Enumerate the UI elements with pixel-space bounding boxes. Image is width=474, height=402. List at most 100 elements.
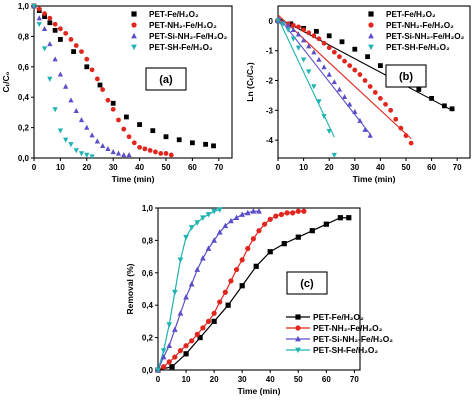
data-point: [147, 148, 153, 153]
data-point: [211, 143, 216, 149]
data-point: [52, 21, 58, 27]
data-point: [89, 154, 95, 160]
data-point: [142, 146, 148, 152]
data-point: [290, 22, 296, 28]
data-point: [321, 40, 327, 46]
data-point: [300, 57, 307, 63]
y-tick-label: 0,8: [18, 32, 30, 41]
plot-frame: [157, 207, 361, 371]
data-point: [321, 64, 327, 70]
data-point: [408, 140, 414, 146]
data-point: [211, 318, 217, 324]
data-point: [194, 220, 201, 226]
data-point: [216, 207, 223, 213]
data-point: [166, 359, 172, 365]
data-point: [169, 364, 175, 370]
data-point: [262, 221, 268, 227]
legend-marker: [368, 44, 374, 51]
data-point: [68, 97, 74, 103]
data-point: [357, 72, 363, 77]
data-point: [57, 128, 64, 134]
data-point: [63, 83, 69, 89]
legend-label: PET-Si-NH₂-Fe/H₂O₂: [149, 32, 228, 41]
x-tick-label: 30: [238, 375, 247, 384]
data-point: [388, 107, 394, 113]
data-point: [306, 30, 312, 36]
legend-marker: [131, 22, 137, 28]
data-point: [160, 353, 167, 360]
panel-tag-label: (c): [300, 278, 314, 290]
data-point: [352, 108, 358, 114]
data-point: [217, 299, 223, 305]
data-point: [160, 348, 167, 354]
legend-label: PET-SH-Fe/H₂O₂: [386, 43, 450, 52]
data-point: [301, 27, 306, 33]
data-point: [346, 215, 352, 221]
y-tick-label: 0,0: [18, 154, 30, 163]
data-point: [200, 325, 206, 331]
data-point: [47, 76, 53, 82]
y-tick-label: 0,6: [18, 63, 30, 72]
y-axis-label: Cₜ/C₀: [1, 71, 11, 92]
data-point: [342, 58, 347, 64]
data-point: [73, 148, 79, 154]
data-point: [273, 213, 279, 219]
data-point: [337, 215, 343, 221]
data-point: [105, 97, 111, 103]
data-point: [150, 128, 156, 134]
data-point: [239, 211, 246, 217]
x-tick-label: 50: [402, 163, 411, 172]
data-point: [47, 20, 53, 26]
data-point: [316, 36, 322, 42]
data-point: [295, 234, 301, 240]
data-point: [84, 152, 90, 158]
legend-marker: [368, 11, 374, 17]
data-point: [194, 266, 201, 272]
legend-label: PET-SH-Fe/H₂O₂: [149, 43, 213, 52]
y-tick-label: 1,0: [18, 2, 30, 11]
y-axis-label: Removal (%): [125, 263, 135, 314]
data-point: [250, 236, 256, 242]
data-point: [78, 117, 85, 123]
data-point: [326, 45, 332, 51]
data-point: [31, 3, 37, 9]
data-point: [311, 84, 317, 90]
data-point: [188, 225, 195, 231]
data-point: [68, 37, 74, 42]
data-point: [79, 49, 84, 54]
data-point: [365, 54, 370, 60]
data-point: [197, 335, 203, 341]
data-point: [163, 134, 169, 140]
data-point: [341, 94, 348, 100]
chart-panel-c: 0 10 20 30 40 50 60 70 0,0 0,2 0,4 0,6 0,8 1,0 Time (m…: [125, 204, 393, 396]
data-point: [233, 266, 240, 273]
legend-label: PET-NH₂-Fe/H₂O₂: [386, 21, 454, 30]
data-point: [306, 43, 312, 49]
legend: PET-Fe/H₂O₂PET-NH₂-Fe/H₂O₂PET-Si-NH₂-Fe/…: [286, 312, 393, 355]
legend-label: PET-Si-NH₂-Fe/H₂O₂: [386, 32, 465, 41]
data-point: [194, 331, 200, 337]
data-point: [52, 27, 58, 33]
data-point: [211, 237, 217, 243]
series-line: [157, 210, 304, 371]
data-point: [176, 137, 182, 143]
data-point: [84, 124, 90, 130]
x-tick-label: 40: [376, 163, 385, 172]
x-tick-label: 70: [350, 375, 359, 384]
data-point: [42, 11, 47, 16]
data-point: [331, 79, 337, 85]
data-point: [116, 117, 121, 123]
legend-marker: [295, 335, 301, 342]
data-point: [347, 101, 353, 107]
data-point: [267, 249, 273, 255]
data-point: [94, 138, 100, 144]
data-point: [100, 142, 106, 148]
data-point: [137, 122, 142, 127]
y-axis-label: Ln (Cₜ/C₀): [245, 62, 255, 102]
panel-tag-box: [145, 67, 187, 91]
x-tick-label: 30: [109, 163, 118, 172]
data-point: [126, 134, 132, 140]
panel-tag-label: (b): [399, 71, 413, 83]
data-point: [110, 149, 116, 155]
